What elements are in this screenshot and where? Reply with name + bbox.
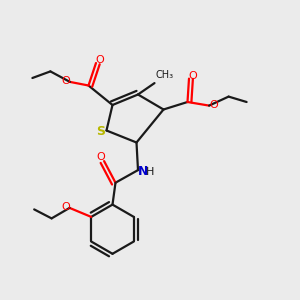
Text: O: O <box>188 70 197 81</box>
Text: O: O <box>61 202 70 212</box>
Text: O: O <box>96 152 105 163</box>
Text: O: O <box>209 100 218 110</box>
Text: O: O <box>61 76 70 86</box>
Text: CH₃: CH₃ <box>155 70 173 80</box>
Text: H: H <box>146 167 154 177</box>
Text: N: N <box>138 165 148 178</box>
Text: O: O <box>95 55 104 65</box>
Text: S: S <box>96 124 105 138</box>
